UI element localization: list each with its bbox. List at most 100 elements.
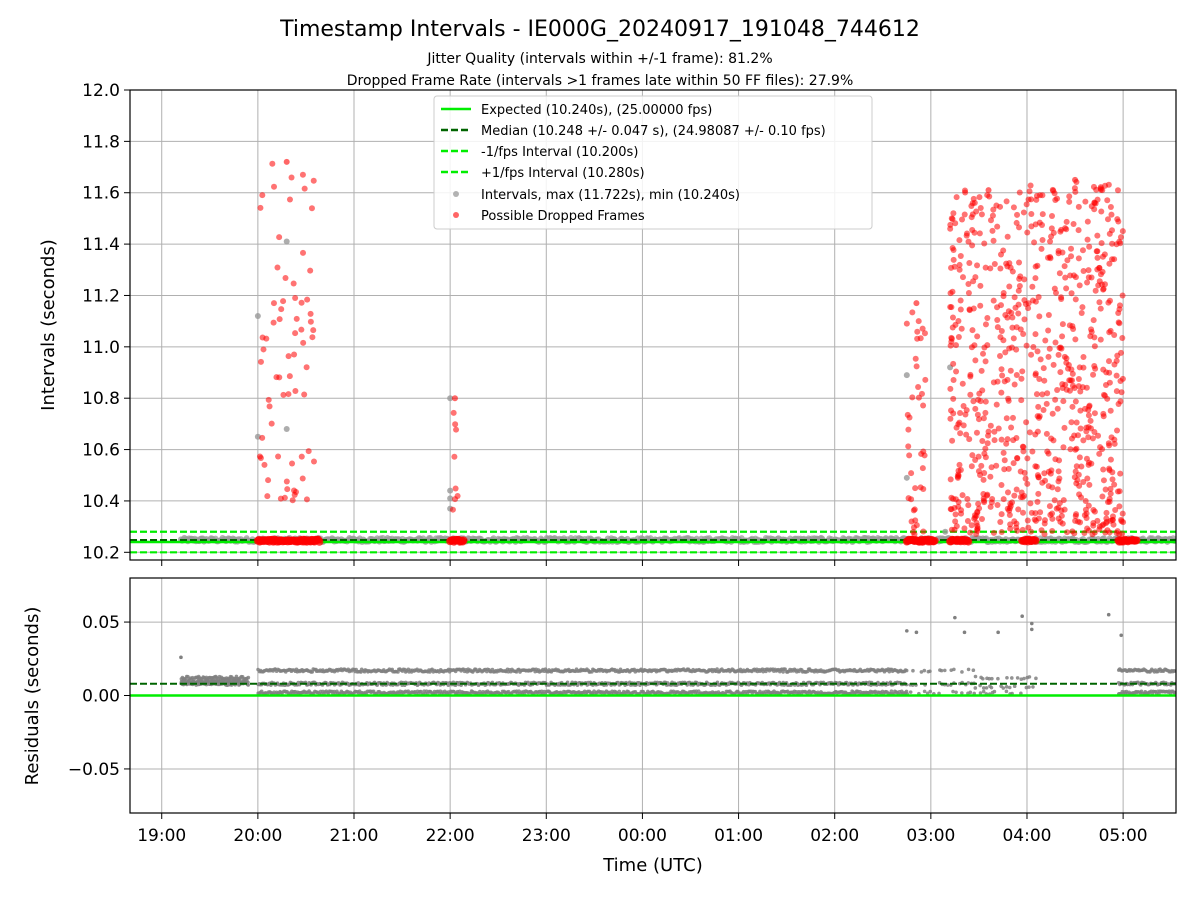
- dropped-frame-point: [1073, 463, 1080, 470]
- dropped-frame-point: [991, 260, 998, 267]
- dropped-frame-point: [308, 205, 315, 212]
- dropped-frame-point: [1004, 505, 1011, 512]
- dropped-frame-point: [1118, 349, 1125, 356]
- dropped-frame-point: [1085, 267, 1092, 274]
- dropped-frame-point: [1071, 384, 1078, 391]
- dropped-frame-point: [952, 518, 959, 525]
- dropped-frame-point: [976, 194, 983, 201]
- dropped-frame-point: [1118, 516, 1125, 523]
- dropped-frame-point: [1051, 190, 1058, 197]
- dropped-frame-point: [981, 344, 988, 351]
- residual-point: [990, 676, 994, 681]
- dropped-frame-point: [300, 339, 307, 346]
- dropped-frame-point: [965, 280, 972, 287]
- dropped-frame-point: [1091, 410, 1098, 417]
- dropped-frame-point: [974, 526, 981, 533]
- dropped-frame-point: [1049, 510, 1056, 517]
- dropped-frame-point: [950, 210, 957, 217]
- time-tick-label: 20:00: [233, 826, 282, 846]
- dropped-frame-point: [1014, 211, 1021, 218]
- dropped-frame-point: [967, 391, 974, 398]
- residual-point: [1027, 685, 1031, 689]
- dropped-frame-point: [1061, 506, 1068, 513]
- dropped-frame-point: [970, 305, 977, 312]
- dropped-frame-point: [918, 390, 925, 397]
- dropped-frame-point: [301, 391, 308, 398]
- dropped-frame-point: [1109, 513, 1116, 520]
- interval-outlier-point: [254, 313, 261, 320]
- dropped-frame-point: [968, 344, 975, 351]
- dropped-frame-point: [912, 485, 919, 492]
- dropped-frame-point: [950, 360, 957, 367]
- dropped-frame-point: [1013, 435, 1020, 442]
- residual-outlier-point: [953, 615, 957, 620]
- dropped-frame-point: [963, 230, 970, 237]
- dropped-frame-point: [1100, 286, 1107, 293]
- dropped-frame-point: [990, 206, 997, 213]
- dropped-frame-point: [1098, 208, 1105, 215]
- dropped-frame-point: [276, 234, 283, 241]
- dropped-frame-point: [1015, 301, 1022, 308]
- dropped-frame-point: [955, 421, 962, 428]
- dropped-frame-point: [998, 251, 1005, 258]
- dropped-frame-point: [1005, 397, 1012, 404]
- residual-point: [310, 670, 315, 674]
- residual-point: [1012, 684, 1017, 689]
- dropped-frame-point: [1042, 337, 1049, 344]
- dropped-frame-point: [1032, 370, 1039, 377]
- dropped-frame-point: [904, 411, 911, 418]
- dropped-frame-point: [913, 363, 920, 370]
- dropped-frame-point: [1101, 281, 1108, 288]
- dropped-frame-point: [1106, 498, 1113, 505]
- dropped-frame-point: [1047, 238, 1054, 245]
- dropped-frame-point: [1009, 499, 1016, 506]
- dropped-frame-point: [257, 455, 264, 462]
- dropped-frame-point: [1020, 448, 1027, 455]
- dropped-frame-point: [965, 502, 972, 509]
- dropped-frame-point: [1104, 216, 1111, 223]
- dropped-frame-point: [1066, 198, 1073, 205]
- dropped-frame-point: [959, 274, 966, 281]
- dropped-frame-point: [967, 529, 974, 536]
- interval-outlier-point: [447, 395, 454, 402]
- dropped-frame-point: [1068, 290, 1075, 297]
- dropped-frame-point: [961, 525, 968, 532]
- dropped-frame-point: [1099, 268, 1106, 275]
- dropped-frame-point: [996, 353, 1003, 360]
- dropped-frame-point: [1063, 218, 1070, 225]
- dropped-frame-point: [1107, 203, 1114, 210]
- dropped-frame-point: [989, 212, 996, 219]
- dropped-frame-point: [1051, 285, 1058, 292]
- dropped-frame-point: [984, 440, 991, 447]
- dropped-frame-point: [1077, 388, 1084, 395]
- dropped-frame-point: [292, 330, 299, 337]
- dropped-frame-point: [1114, 187, 1121, 194]
- dropped-frame-point: [280, 391, 287, 398]
- dropped-frame-point: [988, 464, 995, 471]
- dropped-frame-point: [1015, 310, 1022, 317]
- dropped-frame-point: [1065, 365, 1072, 372]
- residual-point: [1010, 676, 1014, 680]
- dropped-frame-point: [1085, 527, 1092, 534]
- dropped-frame-point: [307, 267, 314, 274]
- dropped-frame-point: [1091, 508, 1098, 515]
- time-tick-label: 02:00: [810, 826, 859, 846]
- dropped-frame-point: [1039, 222, 1046, 229]
- dropped-frame-point: [1026, 429, 1033, 436]
- dropped-frame-point: [1119, 292, 1126, 299]
- dropped-frame-point: [1024, 455, 1031, 462]
- dropped-frame-point: [1052, 339, 1059, 346]
- residual-point: [925, 691, 930, 696]
- dropped-frame-point: [1000, 290, 1007, 297]
- residual-point: [1001, 686, 1006, 690]
- residual-point: [922, 689, 927, 694]
- dropped-frame-point: [1051, 497, 1058, 504]
- dropped-frame-point: [1071, 185, 1078, 192]
- dropped-frame-point: [1080, 364, 1087, 371]
- dropped-frame-point: [1090, 183, 1097, 190]
- dropped-frame-point: [956, 266, 963, 273]
- dropped-frame-point: [950, 495, 957, 502]
- dropped-frame-point: [1087, 417, 1094, 424]
- residual-point: [922, 668, 927, 673]
